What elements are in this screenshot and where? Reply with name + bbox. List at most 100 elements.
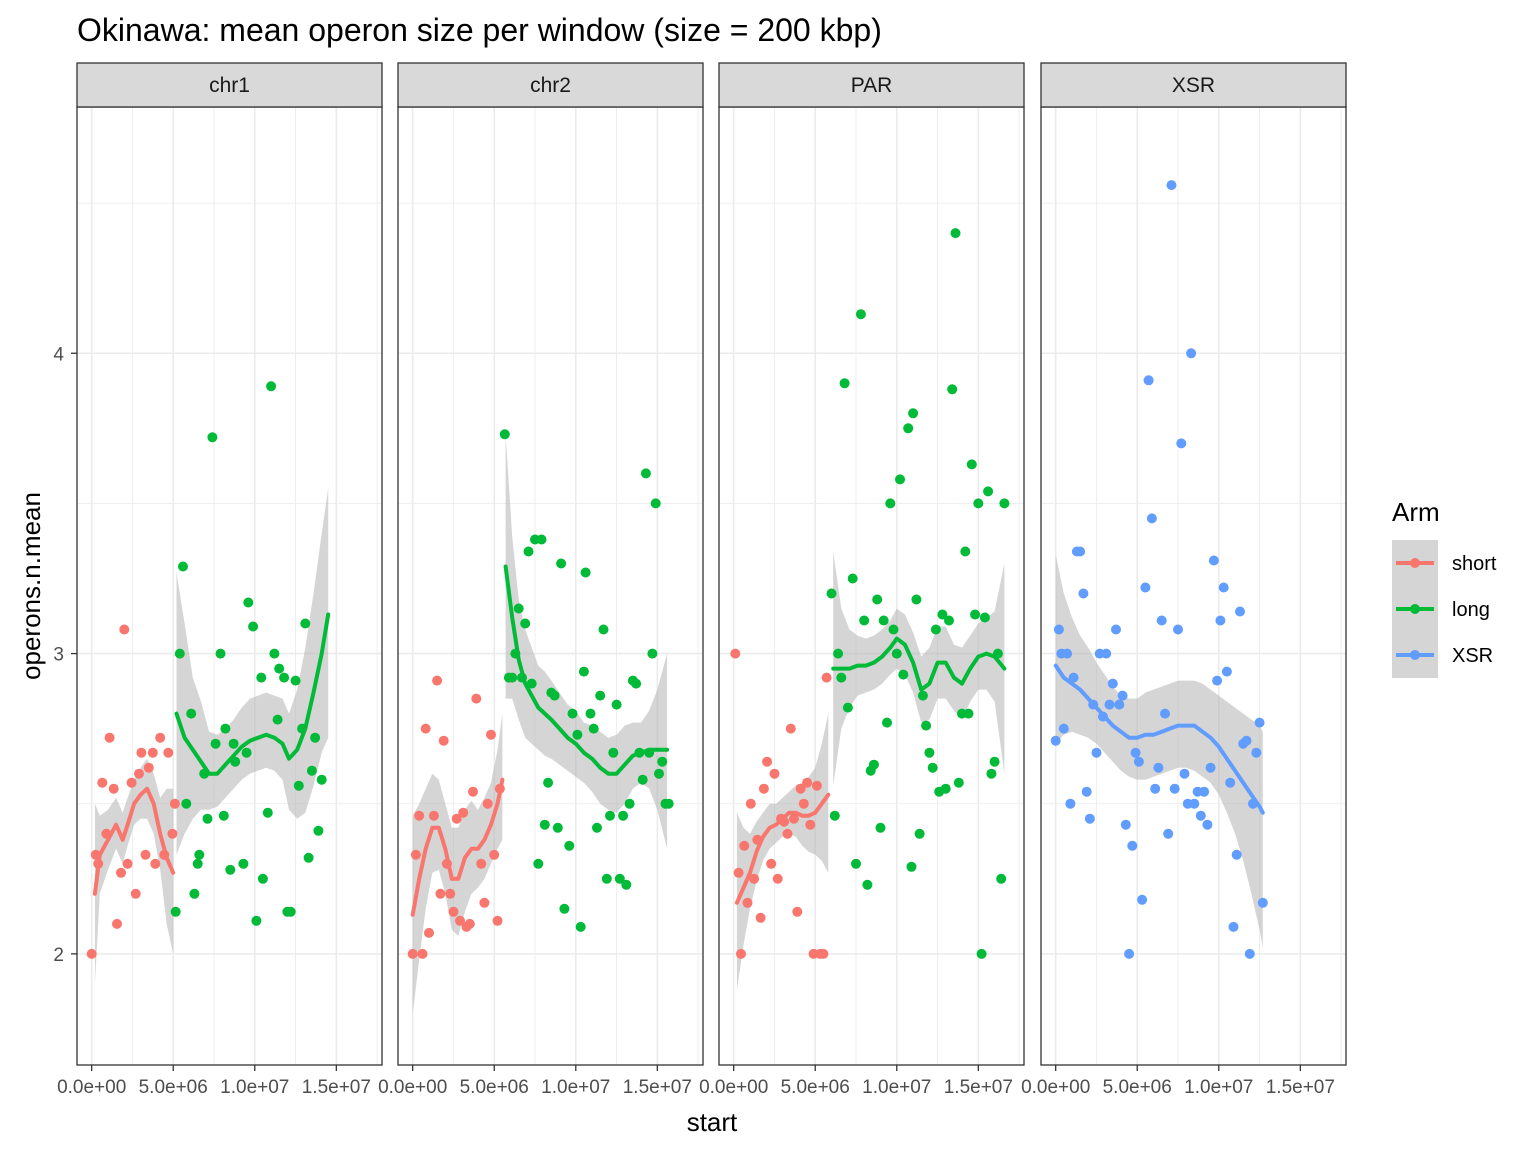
smooth-line-XSR — [1053, 663, 1265, 815]
point-short — [424, 927, 434, 938]
panel-chr1: chr1 0.0e+00 5.0e+06 1.0e+07 1.5e+07 — [57, 62, 383, 1098]
point-long — [228, 738, 239, 749]
point-XSR — [1169, 783, 1180, 794]
point-long — [580, 567, 591, 578]
point-XSR — [1050, 735, 1061, 746]
x-tick-label: 1.0e+07 — [541, 1077, 610, 1098]
point-short — [736, 948, 746, 959]
point-XSR — [1130, 747, 1141, 758]
point-XSR — [1143, 375, 1154, 386]
point-short — [818, 948, 829, 959]
legend-label: short — [1452, 553, 1497, 575]
point-short — [445, 888, 456, 899]
point-long — [624, 798, 635, 809]
point-long — [293, 780, 304, 791]
confidence-ribbon-long — [176, 488, 329, 855]
point-short — [769, 768, 780, 779]
point-short — [420, 723, 431, 734]
point-long — [836, 672, 847, 683]
point-long — [513, 603, 524, 614]
point-short — [758, 783, 769, 794]
point-long — [202, 813, 213, 824]
smooth-line-short — [734, 792, 831, 905]
point-XSR — [1062, 648, 1073, 659]
point-long — [306, 765, 317, 776]
point-short — [792, 906, 803, 917]
panel-background — [719, 107, 1024, 1065]
x-tick-label: 1.5e+07 — [944, 1077, 1013, 1098]
point-long — [882, 717, 892, 728]
point-long — [181, 798, 192, 809]
point-long — [578, 666, 589, 677]
point-XSR — [1091, 747, 1102, 758]
point-short — [134, 768, 144, 779]
facet-strip-label: PAR — [851, 74, 893, 97]
point-long — [170, 906, 181, 917]
point-long — [917, 690, 928, 701]
x-tick-label: 1.5e+07 — [1266, 1077, 1335, 1098]
point-long — [248, 621, 259, 632]
legend-title: Arm — [1392, 497, 1440, 527]
point-long — [189, 888, 200, 899]
point-XSR — [1244, 948, 1255, 959]
point-short — [414, 810, 425, 821]
point-long — [225, 864, 236, 875]
point-short — [742, 897, 753, 908]
point-long — [207, 432, 218, 443]
panel-background — [1041, 107, 1346, 1065]
point-short — [811, 780, 822, 791]
confidence-ribbon-short — [94, 758, 174, 984]
point-long — [826, 588, 837, 599]
point-short — [448, 906, 459, 917]
point-short — [147, 747, 158, 758]
point-long — [647, 648, 658, 659]
point-long — [839, 378, 850, 389]
point-long — [316, 774, 327, 785]
point-long — [290, 675, 301, 686]
point-short — [143, 762, 154, 773]
point-long — [999, 498, 1010, 509]
point-short — [486, 729, 496, 740]
point-long — [266, 381, 277, 392]
point-XSR — [1221, 666, 1232, 677]
point-long — [983, 486, 994, 497]
legend-key-point — [1410, 650, 1420, 660]
point-long — [220, 723, 231, 734]
point-XSR — [1160, 708, 1170, 719]
point-long — [859, 615, 870, 626]
point-XSR — [1202, 819, 1213, 830]
facet-strip — [718, 62, 1025, 108]
point-XSR — [1163, 828, 1174, 839]
facet-strip-label: chr1 — [209, 74, 250, 97]
point-long — [944, 615, 954, 626]
y-tick-label: 3 — [53, 645, 64, 666]
point-long — [855, 309, 866, 320]
point-XSR — [1065, 798, 1076, 809]
point-short — [471, 693, 482, 704]
point-XSR — [1228, 921, 1239, 932]
point-long — [272, 714, 283, 725]
x-tick-label: 0.0e+00 — [57, 1077, 126, 1098]
point-short — [739, 840, 750, 851]
point-long — [243, 597, 254, 608]
point-short — [116, 867, 126, 878]
point-XSR — [1215, 615, 1226, 626]
x-tick-label: 5.0e+06 — [139, 1077, 208, 1098]
point-short — [432, 675, 443, 686]
x-tick-label: 0.0e+00 — [1021, 1077, 1090, 1098]
point-long — [657, 756, 668, 767]
point-short — [438, 735, 449, 746]
point-long — [621, 879, 632, 890]
point-long — [927, 762, 938, 773]
legend-key-point — [1410, 604, 1420, 614]
point-short — [762, 756, 773, 767]
legend-label: XSR — [1452, 645, 1493, 667]
point-long — [640, 468, 651, 479]
point-long — [966, 459, 977, 470]
legend-item-long: long — [1392, 586, 1490, 632]
point-long — [241, 747, 252, 758]
facet-strip-label: XSR — [1172, 74, 1215, 97]
point-long — [878, 615, 889, 626]
point-short — [112, 918, 122, 929]
